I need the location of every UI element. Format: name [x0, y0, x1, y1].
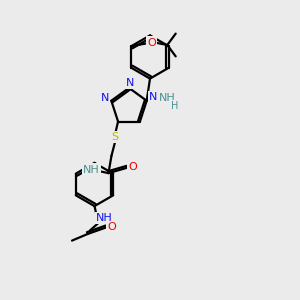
Text: H: H: [171, 101, 178, 111]
Text: NH: NH: [83, 164, 99, 175]
Text: O: O: [147, 38, 156, 48]
Text: NH: NH: [96, 213, 113, 223]
Text: NH: NH: [159, 93, 176, 103]
Text: S: S: [112, 132, 118, 142]
Text: O: O: [128, 162, 137, 172]
Text: N: N: [100, 93, 109, 103]
Text: N: N: [149, 92, 158, 102]
Text: O: O: [107, 222, 116, 232]
Text: N: N: [125, 77, 134, 88]
